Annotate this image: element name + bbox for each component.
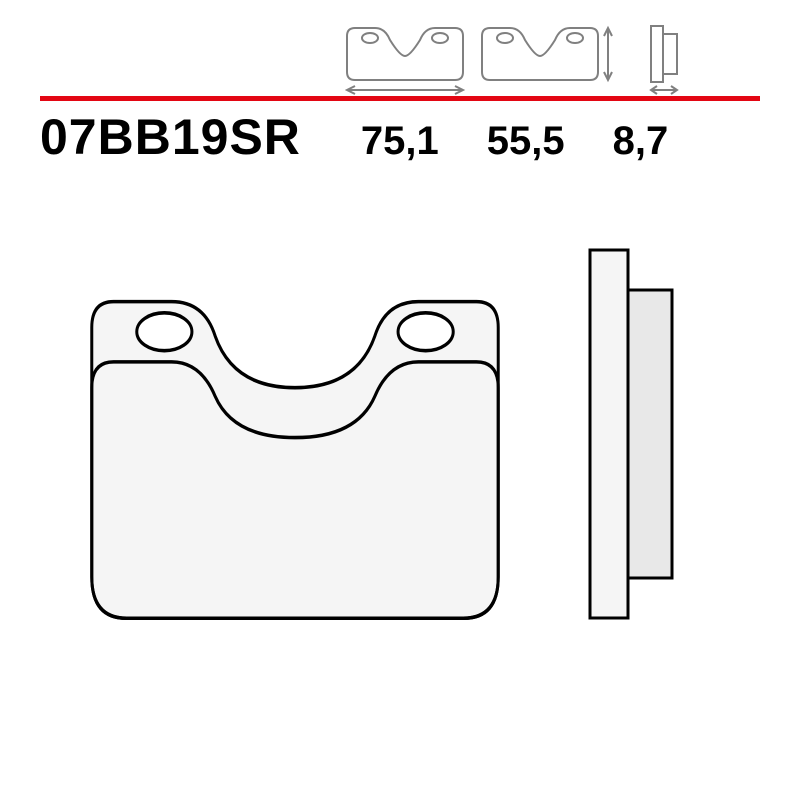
dimension-row: 07BB19SR 75,1 55,5 8,7 (40, 108, 760, 166)
page: 07BB19SR 75,1 55,5 8,7 (0, 0, 800, 800)
separator-rule (40, 96, 760, 101)
side-view (590, 250, 672, 618)
front-width-icon (347, 28, 463, 94)
part-number: 07BB19SR (40, 108, 301, 166)
front-height-icon (482, 28, 612, 80)
side-thickness-icon (651, 26, 677, 94)
dim-height: 55,5 (487, 119, 565, 164)
dimension-icons (345, 18, 745, 93)
front-view (92, 302, 498, 619)
dim-width: 75,1 (361, 119, 439, 164)
dim-thick: 8,7 (613, 119, 669, 164)
technical-drawing (30, 210, 770, 770)
